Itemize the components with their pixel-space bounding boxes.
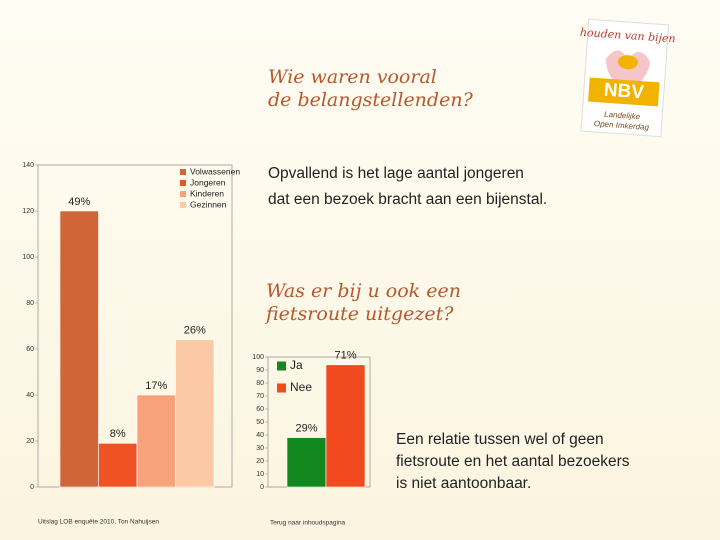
logo-bottom: Landelijke	[604, 110, 641, 122]
bar-annotation: 8%	[110, 428, 126, 440]
conclusion: is niet aantoonbaar.	[396, 475, 531, 492]
bar	[175, 339, 215, 488]
y-tick-label: 80	[26, 300, 34, 307]
y-tick-label: 90	[256, 367, 264, 374]
title: de belangstellenden?	[268, 89, 474, 111]
bar	[136, 394, 176, 488]
y-tick-label: 60	[256, 406, 264, 413]
y-tick-label: 70	[256, 393, 264, 400]
logo-bottom: Open Imkerdag	[594, 119, 650, 132]
bar	[98, 442, 138, 488]
bar-annotation: 26%	[184, 325, 206, 337]
y-tick-label: 60	[26, 346, 34, 353]
legend-swatch	[180, 169, 186, 175]
y-tick-label: 40	[26, 392, 34, 399]
logo: houden van bijen NBV Landelijke Open Imk…	[579, 18, 676, 138]
question: fietsroute uitgezet?	[264, 303, 454, 325]
y-tick-label: 100	[22, 254, 34, 261]
bar-annotation: 29%	[295, 423, 317, 435]
y-tick-label: 0	[260, 484, 264, 491]
legend-label: Nee	[290, 380, 312, 394]
bar-annotation: 17%	[145, 380, 167, 392]
bar	[325, 364, 366, 488]
y-tick-label: 140	[22, 162, 34, 169]
y-tick-label: 30	[256, 445, 264, 452]
legend-swatch	[277, 361, 286, 371]
logo-name: NBV	[603, 80, 645, 104]
question: Was er bij u ook een	[266, 280, 461, 302]
y-tick-label: 100	[252, 354, 264, 361]
legend-swatch	[180, 202, 186, 208]
bar	[59, 210, 99, 488]
y-tick-label: 20	[26, 438, 34, 445]
footer-link[interactable]: Terug naar inhoudspagina	[270, 520, 346, 527]
y-tick-label: 50	[256, 419, 264, 426]
bar-annotation: 71%	[334, 350, 356, 362]
conclusion: fietsroute en het aantal bezoekers	[396, 453, 630, 470]
logo-bee	[617, 55, 638, 70]
legend-label: Kinderen	[190, 188, 224, 198]
text: Opvallend is het lage aantal jongeren	[268, 165, 524, 182]
legend-swatch	[180, 180, 186, 186]
y-tick-label: 120	[22, 208, 34, 215]
y-tick-label: 0	[30, 484, 34, 491]
legend-label: Gezinnen	[190, 199, 227, 209]
legend-label: Jongeren	[190, 177, 226, 187]
y-tick-label: 80	[256, 380, 264, 387]
y-tick-label: 10	[256, 471, 264, 478]
bar-annotation: 49%	[68, 196, 90, 208]
y-tick-label: 20	[256, 458, 264, 465]
legend-label: Ja	[290, 358, 303, 372]
legend-label: Volwassenen	[190, 166, 240, 176]
footer-source: Uitslag LOB enquête 2010, Ton Nahuijsen	[38, 519, 159, 526]
logo-band	[588, 77, 660, 107]
bar	[286, 437, 327, 488]
legend-swatch	[180, 191, 186, 197]
title: Wie waren vooral	[268, 66, 437, 88]
y-tick-label: 40	[256, 432, 264, 439]
text: dat een bezoek bracht aan een bijenstal.	[268, 191, 547, 208]
conclusion: Een relatie tussen wel of geen	[396, 431, 604, 448]
legend-swatch	[277, 383, 286, 393]
